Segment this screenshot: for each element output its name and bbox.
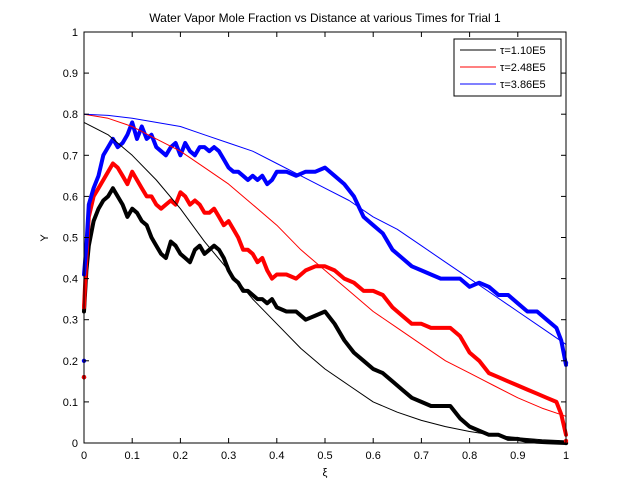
x-tick-label: 0.6 (366, 450, 381, 462)
model-line-1 (83, 121, 567, 442)
y-tick-label: 0.4 (63, 274, 78, 286)
y-axis-label: Y (39, 234, 51, 242)
x-tick-label: 1 (563, 450, 569, 462)
x-tick-label: 0.3 (221, 450, 236, 462)
x-tick-label: 0.1 (125, 450, 140, 462)
y-tick-label: 1 (72, 27, 78, 39)
model-line-3 (83, 113, 567, 345)
data-line-2 (82, 161, 568, 437)
chart-title: Water Vapor Mole Fraction vs Distance at… (149, 11, 501, 25)
y-tick-label: 0.6 (63, 191, 78, 203)
x-tick-label: 0.8 (462, 450, 477, 462)
x-tick-label: 0.2 (173, 450, 188, 462)
y-tick-label: 0.9 (63, 68, 78, 80)
model-line-2 (83, 113, 567, 417)
y-tick-label: 0.1 (63, 397, 78, 409)
y-tick-label: 0.5 (63, 233, 78, 245)
legend-label-2: τ=2.48E5 (500, 62, 546, 74)
y-tick-label: 0.2 (63, 356, 78, 368)
x-tick-label: 0 (81, 450, 87, 462)
x-tick-label: 0.7 (414, 450, 429, 462)
y-tick-label: 0.7 (63, 150, 78, 162)
legend-label-3: τ=3.86E5 (500, 79, 546, 91)
plot-background (84, 32, 566, 443)
data-line-3 (82, 120, 568, 367)
x-tick-label: 0.9 (510, 450, 525, 462)
y-tick-label: 0.8 (63, 109, 78, 121)
data-line-1 (82, 186, 568, 445)
x-tick-label: 0.4 (269, 450, 284, 462)
x-axis-label: ξ (323, 467, 328, 479)
y-tick-label: 0.3 (63, 315, 78, 327)
legend-label-1: τ=1.10E5 (500, 45, 546, 57)
y-tick-label: 0 (72, 438, 78, 450)
plot-area: 0 0.1 0.2 0.3 0.4 0.5 0.6 0.7 0.8 0.9 1 0 0.1 0.2 0.3 0… (63, 27, 569, 462)
x-tick-label: 0.5 (317, 450, 332, 462)
